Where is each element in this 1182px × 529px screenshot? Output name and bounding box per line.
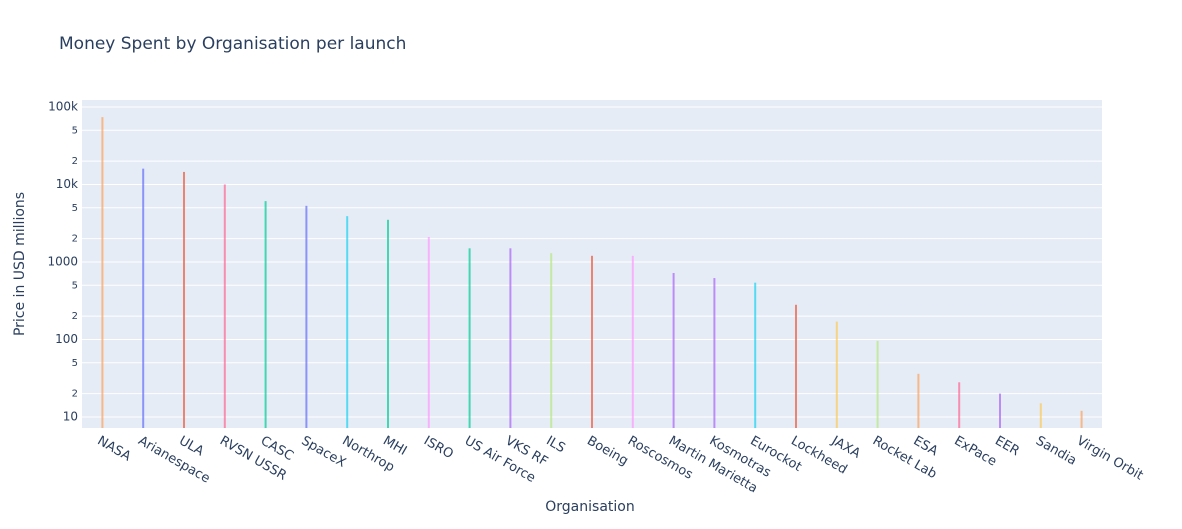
bar xyxy=(876,340,879,428)
y-tick-label: 5 xyxy=(72,203,78,214)
bar xyxy=(183,171,185,428)
bar xyxy=(509,248,512,428)
y-tick-label: 10 xyxy=(63,409,78,423)
y-tick-label: 5 xyxy=(72,358,78,369)
x-tick-label: NASA xyxy=(95,434,134,465)
x-tick-label: SpaceX xyxy=(299,434,349,471)
y-tick-label: 2 xyxy=(72,389,78,400)
bar xyxy=(427,236,430,428)
y-tick-label: 2 xyxy=(72,311,78,322)
bar xyxy=(1039,403,1042,428)
y-tick-label: 10k xyxy=(56,177,78,191)
bar xyxy=(387,219,389,428)
y-tick-label: 2 xyxy=(72,156,78,167)
chart-title: Money Spent by Organisation per launch xyxy=(59,34,406,54)
bar xyxy=(101,117,104,428)
x-tick-label: ISRO xyxy=(421,434,456,463)
bar xyxy=(958,382,961,428)
bar xyxy=(468,248,471,428)
y-tick-label: 100k xyxy=(48,99,78,113)
bar xyxy=(346,216,349,428)
y-axis-title: Price in USD millions xyxy=(12,192,28,336)
bar xyxy=(999,393,1001,428)
bar xyxy=(754,282,757,428)
bar xyxy=(550,253,553,428)
bar xyxy=(917,373,920,428)
bar xyxy=(713,278,716,428)
bar xyxy=(631,255,634,428)
bar xyxy=(835,321,838,428)
y-tick-label: 2 xyxy=(72,234,78,245)
x-axis-title: Organisation xyxy=(545,499,634,515)
bar xyxy=(795,304,797,428)
x-tick-label: Sandia xyxy=(1033,434,1079,469)
y-tick-label: 1000 xyxy=(47,254,78,268)
bar xyxy=(1080,410,1083,428)
x-tick-label: ExPace xyxy=(951,434,999,470)
x-tick-label: Boeing xyxy=(584,434,630,469)
bar xyxy=(591,255,593,428)
bar xyxy=(142,168,145,428)
bar xyxy=(672,273,675,428)
bar xyxy=(223,184,226,428)
x-tick-label: ILS xyxy=(543,434,567,457)
bar xyxy=(264,201,267,428)
y-tick-label: 100 xyxy=(55,332,78,346)
x-tick-label: Arianespace xyxy=(135,434,212,487)
y-tick-label: 5 xyxy=(72,125,78,136)
bar xyxy=(305,205,308,428)
x-tick-label: Virgin Orbit xyxy=(1074,434,1146,484)
y-tick-label: 5 xyxy=(72,280,78,291)
